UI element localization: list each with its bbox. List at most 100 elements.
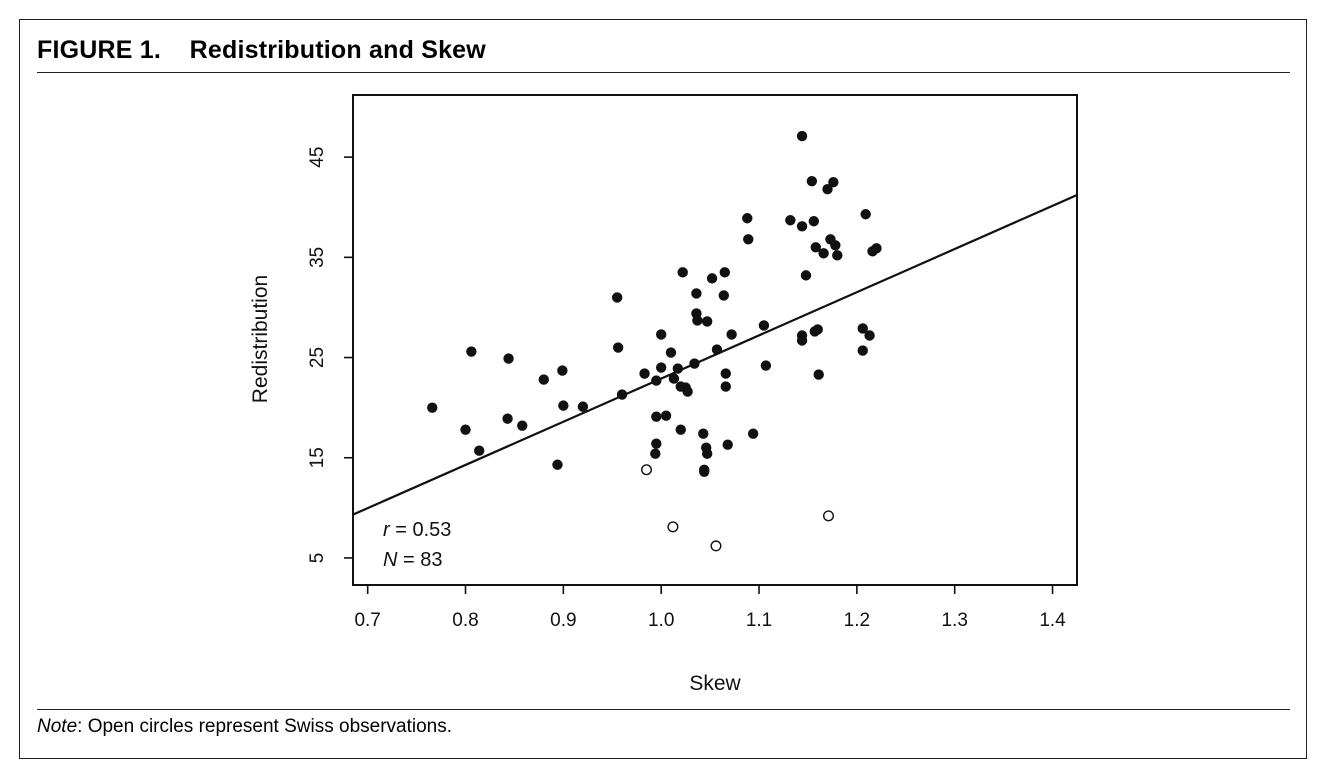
data-point [577, 401, 589, 412]
data-point [682, 386, 693, 397]
data-point [677, 267, 688, 278]
x-tick-label: 0.7 [354, 610, 380, 631]
y-tick-label: 5 [307, 553, 328, 564]
data-point [800, 270, 812, 281]
data-point [830, 240, 841, 251]
data-point [706, 273, 718, 284]
x-tick-label: 1.1 [746, 610, 772, 631]
data-point [699, 464, 710, 475]
data-point [743, 234, 754, 245]
data-point [611, 292, 623, 303]
data-point [651, 438, 662, 449]
sample-size-value: = 83 [397, 549, 442, 571]
correlation-var: r [383, 519, 391, 541]
data-point [828, 176, 839, 188]
figure-title: FIGURE 1. Redistribution and Skew [37, 36, 486, 64]
data-point [720, 368, 731, 379]
data-point [860, 209, 871, 220]
data-point [427, 402, 438, 413]
data-point [711, 344, 723, 355]
data-point [655, 329, 667, 340]
data-point [864, 330, 875, 341]
note-rule [37, 709, 1290, 710]
data-point [760, 360, 772, 371]
x-tick-label: 0.9 [550, 610, 576, 631]
data-point [742, 213, 753, 224]
y-tick-label: 25 [307, 347, 328, 368]
data-point [474, 445, 485, 456]
data-point [812, 324, 823, 335]
data-point [691, 288, 702, 299]
data-point [718, 290, 730, 301]
data-point [758, 320, 770, 331]
regression-line [353, 194, 1077, 516]
data-point [650, 448, 661, 459]
data-point [810, 242, 821, 253]
data-point [517, 420, 528, 431]
x-tick-label: 1.4 [1039, 610, 1066, 631]
data-point [675, 424, 686, 435]
data-point [796, 221, 808, 232]
data-point [672, 363, 684, 374]
axes-layer: 0.7 0.8 0.9 1.0 1.1 1.2 1.3 1.4 5 15 25 35 45 [307, 94, 1078, 631]
data-point [639, 368, 650, 379]
data-point [808, 216, 820, 227]
data-point [692, 315, 703, 326]
data-point [832, 250, 843, 261]
data-point [857, 345, 868, 356]
data-point [466, 346, 477, 357]
y-tick-label: 35 [307, 247, 328, 268]
x-tick-label: 1.2 [844, 610, 870, 631]
data-point [689, 358, 700, 369]
note-text: : Open circles represent Swiss observati… [77, 716, 453, 737]
data-point [871, 243, 882, 254]
data-point-open [641, 464, 653, 476]
data-point [726, 329, 737, 340]
data-point [719, 267, 730, 278]
data-point [502, 413, 513, 424]
x-tick-label: 1.3 [941, 610, 967, 631]
data-point-open [667, 521, 679, 533]
data-point [722, 439, 733, 450]
data-point [747, 428, 759, 439]
data-point [701, 316, 713, 327]
sample-size-var: N [383, 549, 398, 571]
data-point [818, 248, 829, 259]
data-point [668, 373, 680, 384]
data-point [503, 353, 514, 364]
data-point [665, 347, 677, 358]
data-point [806, 175, 818, 187]
data-point [558, 400, 569, 411]
y-tick-label: 15 [307, 447, 328, 468]
data-point [857, 323, 868, 334]
sample-size-annotation: N = 83 [383, 549, 443, 571]
data-point [651, 411, 662, 422]
figure-note: Note: Open circles represent Swiss obser… [37, 716, 452, 738]
data-point [557, 365, 568, 376]
plot-box [352, 94, 1078, 586]
y-tick-label: 45 [307, 147, 328, 168]
data-point [660, 410, 672, 421]
data-point-open [822, 510, 834, 522]
y-axis-label: Redistribution [249, 275, 272, 403]
title-rule [37, 72, 1290, 73]
data-point [612, 342, 624, 353]
data-point [460, 424, 471, 435]
data-point [701, 448, 713, 459]
data-point [796, 130, 808, 142]
x-tick-label: 0.8 [452, 610, 478, 631]
data-point-open [710, 540, 722, 552]
note-label: Note [37, 716, 78, 737]
correlation-value: = 0.53 [390, 519, 452, 541]
correlation-annotation: r = 0.53 [383, 519, 451, 541]
data-point [698, 428, 709, 439]
data-point [616, 389, 628, 400]
marks-layer [353, 130, 1077, 552]
data-point [720, 381, 731, 392]
data-point [651, 375, 662, 386]
data-point [552, 459, 563, 470]
data-point [822, 183, 833, 195]
data-point [538, 374, 549, 385]
data-point [655, 362, 667, 373]
